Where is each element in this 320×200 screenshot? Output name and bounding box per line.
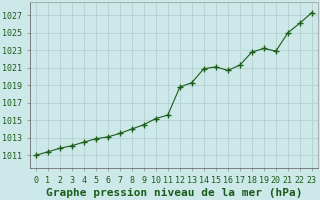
X-axis label: Graphe pression niveau de la mer (hPa): Graphe pression niveau de la mer (hPa) — [45, 188, 302, 198]
